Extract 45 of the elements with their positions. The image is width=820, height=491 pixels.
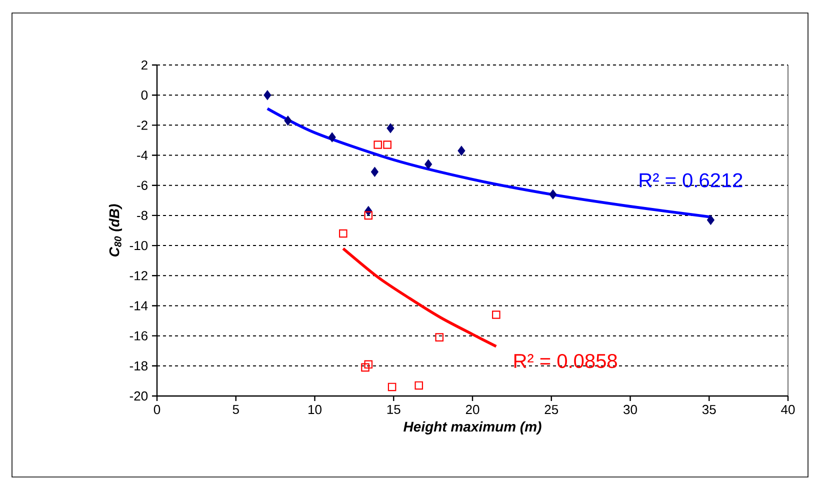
point	[328, 132, 336, 142]
point	[435, 333, 444, 342]
point	[370, 167, 378, 177]
y-tick-label: -4	[137, 150, 148, 160]
point	[388, 382, 396, 392]
x-tick-label: 5	[232, 404, 239, 414]
x-tick-label: 30	[624, 404, 637, 414]
point	[284, 116, 292, 126]
line-series	[342, 247, 498, 348]
point	[264, 90, 272, 100]
point	[364, 360, 373, 369]
point	[492, 310, 500, 319]
x-tick-label: 10	[308, 404, 322, 414]
y-tick-label: -2	[137, 120, 148, 130]
point	[549, 190, 557, 200]
annotation: R² = 0.6212	[640, 173, 742, 188]
y-tick-label: 2	[141, 60, 148, 70]
y-tick-label: -6	[137, 180, 148, 190]
x-tick-label: 20	[466, 404, 480, 414]
point	[383, 140, 392, 149]
point	[374, 140, 382, 149]
point	[424, 160, 432, 170]
point	[414, 381, 424, 390]
x-axis-title: Height maximum (m)	[404, 421, 542, 434]
y-tick-label: -10	[130, 240, 148, 250]
y-tick-label: -12	[130, 271, 148, 280]
x-tick-label: 35	[702, 404, 716, 414]
point	[364, 211, 373, 220]
point	[361, 363, 370, 372]
y-tick-label: -14	[130, 301, 148, 310]
y-tick-label: -18	[130, 361, 148, 371]
y-tick-label: 0	[141, 90, 148, 100]
y-axis-title: C$_{80}$ (dB)	[108, 204, 122, 257]
point	[707, 215, 714, 225]
annotation: R² = 0.0858	[514, 354, 617, 368]
y-tick-label: -16	[130, 331, 148, 340]
x-tick-label: 25	[544, 404, 558, 414]
y-tick-label: -8	[137, 210, 148, 220]
point	[339, 229, 348, 238]
y-tick-label: -20	[130, 391, 148, 401]
x-tick-label: 40	[781, 404, 795, 414]
x-tick-label: 0	[154, 404, 160, 414]
point	[386, 123, 394, 133]
x-tick-label: 15	[387, 404, 400, 414]
point	[458, 146, 466, 156]
